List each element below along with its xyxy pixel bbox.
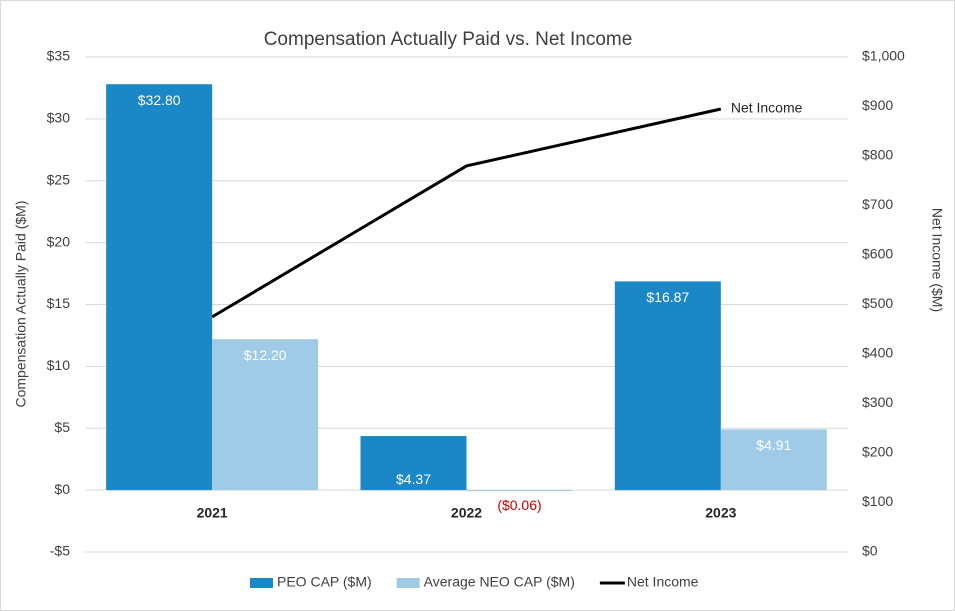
y2-axis-title: Net Income ($M)	[929, 208, 945, 312]
x-tick-label: 2023	[705, 505, 736, 521]
legend-label: PEO CAP ($M)	[277, 574, 372, 590]
y2-tick-label: $1,000	[862, 48, 905, 64]
data-label: $16.87	[646, 289, 689, 305]
y2-tick-label: $800	[862, 147, 893, 163]
y2-tick-label: $100	[862, 493, 893, 509]
data-label: $4.37	[396, 471, 431, 487]
bar	[614, 281, 721, 491]
bar	[720, 429, 827, 491]
y2-tick-label: $0	[862, 543, 878, 559]
y-tick-label: $15	[47, 295, 71, 311]
y2-tick-label: $500	[862, 295, 893, 311]
line	[211, 107, 722, 319]
data-label: ($0.06)	[497, 497, 541, 513]
y-axis-title: Compensation Actually Paid ($M)	[13, 201, 29, 408]
y2-tick-label: $400	[862, 345, 893, 361]
legend-label: Net Income	[627, 574, 699, 590]
legend-swatch	[396, 578, 420, 588]
y-tick-label: $20	[47, 233, 71, 249]
bar	[466, 490, 573, 492]
legend-label: Average NEO CAP ($M)	[424, 574, 575, 590]
data-label: $12.20	[244, 347, 287, 363]
y2-tick-label: $300	[862, 394, 893, 410]
bar	[212, 339, 319, 491]
y2-tick-label: $200	[862, 444, 893, 460]
line-annotation: Net Income	[731, 100, 803, 116]
bar	[106, 84, 213, 491]
y2-tick-label: $700	[862, 196, 893, 212]
y-tick-label: $30	[47, 110, 71, 126]
y-tick-label: $10	[47, 357, 71, 373]
y2-tick-label: $600	[862, 246, 893, 262]
x-tick-label: 2021	[197, 505, 228, 521]
y-tick-label: $0	[54, 481, 70, 497]
legend-swatch	[250, 578, 273, 588]
y2-tick-label: $900	[862, 97, 893, 113]
y-tick-label: $35	[47, 48, 71, 64]
y-tick-label: -$5	[50, 543, 70, 559]
data-label: $4.91	[756, 437, 791, 453]
chart-title: Compensation Actually Paid vs. Net Incom…	[264, 29, 633, 50]
data-label: $32.80	[138, 92, 181, 108]
bar	[360, 436, 467, 491]
y-tick-label: $25	[47, 171, 71, 187]
y-tick-label: $5	[54, 419, 70, 435]
x-tick-label: 2022	[451, 505, 482, 521]
